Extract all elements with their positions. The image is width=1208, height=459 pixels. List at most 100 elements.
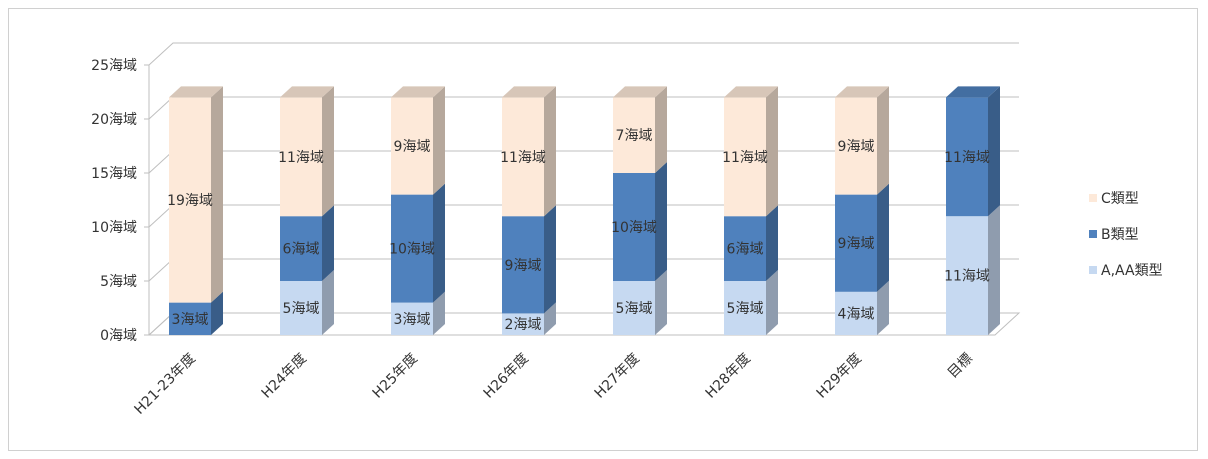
bar-front [613,173,655,281]
bar-front [280,97,322,217]
bar-stack [835,86,889,335]
x-category-label: H25年度 [370,351,421,402]
bar-segment [169,86,223,303]
data-label: 5海域 [283,301,320,317]
bar-side [322,270,334,335]
data-label: 3海域 [394,312,431,328]
bar-front [502,97,544,217]
bar-side [544,302,556,335]
legend-swatch [1089,194,1097,202]
data-label: 9海域 [838,139,875,155]
bar-stack [169,86,223,335]
bar-segment [391,291,445,335]
data-label: 10海域 [611,220,657,236]
bar-side [655,162,667,281]
bar-top [169,86,223,98]
bar-side [988,86,1000,217]
bar-side [877,86,889,195]
bar-stack [280,86,334,335]
y-axis-tick-labels: 0海域 5海域 10海域 15海域 20海域 25海域 [91,58,137,344]
bar-side [211,86,223,303]
bar-front [280,281,322,335]
bar-front [280,216,322,281]
bar-side [433,86,445,195]
bar-segment [724,270,778,335]
bar-front [613,97,655,173]
bar-front [724,97,766,217]
data-label: 3海域 [172,312,209,328]
data-label: 11海域 [500,150,546,166]
x-category-label: H27年度 [592,351,643,402]
bar-front [724,216,766,281]
data-label: 10海域 [389,242,435,258]
y-tick-label: 0海域 [100,328,137,344]
bar-top [946,86,1000,98]
bar-stack [946,86,1000,335]
bar-segment [391,183,445,303]
bar-segment [613,270,667,335]
data-label: 2海域 [505,317,542,333]
y-tick-label: 10海域 [91,220,137,236]
bar-front [391,97,433,195]
bar-stack [391,86,445,335]
bar-segment [280,86,334,217]
bar-segment [835,86,889,195]
data-label: 11海域 [944,150,990,166]
gridline [148,42,1019,66]
bar-side [322,86,334,217]
x-category-label: H26年度 [481,351,532,402]
x-category-label: 目標 [945,351,976,382]
bar-side [211,291,223,335]
data-label: 9海域 [505,258,542,274]
data-label: 19海域 [167,193,213,209]
bar-segment [835,280,889,335]
bar-front [613,281,655,335]
bar-segment [502,205,556,314]
bar-top [391,86,445,98]
data-label: 11海域 [944,269,990,285]
y-tick-label: 25海域 [91,58,137,74]
legend-entry: B類型 [1089,227,1139,243]
legend: C類型 B類型 A,AA類型 [1089,191,1163,279]
bar-segment [280,270,334,335]
bar-front [391,302,433,335]
bar-segment [280,205,334,281]
data-label: 5海域 [616,301,653,317]
legend-label: B類型 [1101,227,1139,243]
data-label: 6海域 [283,242,320,258]
bar-top [835,86,889,98]
data-label: 11海域 [278,150,324,166]
bar-front [835,291,877,335]
x-category-label: H21-23年度 [131,351,198,418]
legend-entry: C類型 [1089,191,1139,207]
bar-front [946,216,988,335]
legend-entry: A,AA類型 [1089,263,1163,279]
bar-segment [502,302,556,335]
bar-front [835,97,877,195]
bar-stack [502,86,556,335]
bar-top [280,86,334,98]
bar-front [169,302,211,335]
data-label: 4海域 [838,306,875,322]
bar-segment [835,183,889,292]
y-tick-label: 20海域 [91,112,137,128]
stacked-3d-bar-chart: 0海域 5海域 10海域 15海域 20海域 25海域 H21-23年度 H24年度 H25年… [91,42,1163,418]
bar-side [322,205,334,281]
bar-segment [946,86,1000,217]
data-label: 9海域 [394,139,431,155]
bar-top [613,86,667,98]
bar-side [433,183,445,303]
bar-segment [169,291,223,335]
bar-segment [613,162,667,281]
bar-front [169,97,211,303]
bar-side [544,205,556,314]
x-axis-category-labels: H21-23年度 H24年度 H25年度 H26年度 H27年度 H28年度 H29年度 目標 [131,351,975,418]
bar-stack [613,86,667,335]
bar-front [502,313,544,335]
bar-top [724,86,778,98]
data-label: 11海域 [722,150,768,166]
data-label: 7海域 [616,128,653,144]
bar-front [835,194,877,292]
legend-swatch [1089,266,1097,274]
y-tick-label: 15海域 [91,166,137,182]
